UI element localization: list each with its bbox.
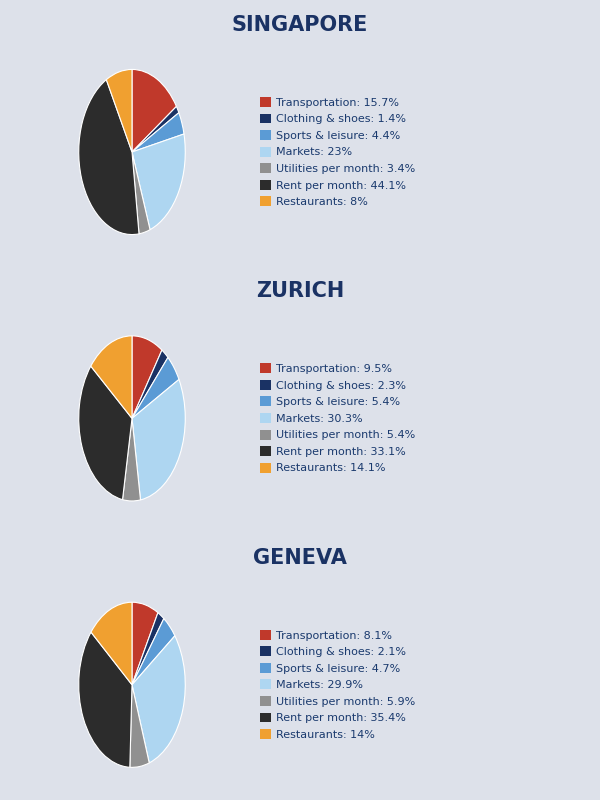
Wedge shape — [132, 134, 185, 230]
Wedge shape — [91, 602, 132, 685]
Wedge shape — [132, 152, 150, 234]
Wedge shape — [122, 418, 140, 501]
Legend: Transportation: 9.5%, Clothing & shoes: 2.3%, Sports & leisure: 5.4%, Markets: 3: Transportation: 9.5%, Clothing & shoes: … — [257, 361, 418, 476]
Wedge shape — [130, 685, 149, 767]
Legend: Transportation: 8.1%, Clothing & shoes: 2.1%, Sports & leisure: 4.7%, Markets: 2: Transportation: 8.1%, Clothing & shoes: … — [257, 627, 418, 742]
Text: GENEVA: GENEVA — [253, 548, 347, 568]
Wedge shape — [132, 358, 179, 418]
Wedge shape — [79, 80, 139, 234]
Text: SINGAPORE: SINGAPORE — [232, 15, 368, 35]
Wedge shape — [132, 70, 176, 152]
Wedge shape — [132, 350, 168, 418]
Legend: Transportation: 15.7%, Clothing & shoes: 1.4%, Sports & leisure: 4.4%, Markets: : Transportation: 15.7%, Clothing & shoes:… — [257, 94, 418, 210]
Wedge shape — [132, 336, 162, 418]
Text: ZURICH: ZURICH — [256, 282, 344, 302]
Wedge shape — [132, 113, 184, 152]
Wedge shape — [79, 366, 132, 500]
Wedge shape — [132, 106, 179, 152]
Wedge shape — [91, 336, 132, 418]
Wedge shape — [132, 602, 158, 685]
Wedge shape — [132, 379, 185, 500]
Wedge shape — [79, 632, 132, 767]
Wedge shape — [106, 70, 132, 152]
Wedge shape — [132, 613, 164, 685]
Wedge shape — [132, 636, 185, 763]
Wedge shape — [132, 618, 175, 685]
